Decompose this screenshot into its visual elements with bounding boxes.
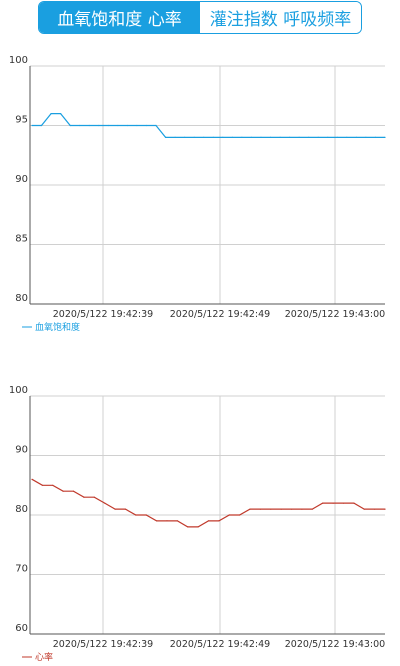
data-point — [353, 502, 355, 504]
x-tick-label: 2020/5/122 19:42:39 — [53, 639, 153, 650]
data-point — [40, 124, 43, 127]
data-point — [165, 136, 167, 138]
y-tick-label: 100 — [9, 55, 28, 66]
data-point — [342, 502, 345, 504]
data-point — [374, 508, 376, 510]
data-point — [222, 136, 224, 138]
data-point — [317, 136, 319, 138]
data-point — [365, 136, 367, 138]
data-point — [269, 136, 272, 138]
data-point — [52, 484, 54, 486]
y-tick-label: 80 — [15, 293, 28, 304]
tab-perfusion-respiration[interactable]: 灌注指数 呼吸频率 — [200, 2, 361, 33]
data-point — [31, 478, 33, 480]
series-line — [32, 113, 385, 138]
data-point — [31, 124, 33, 127]
data-point — [239, 514, 241, 516]
data-point — [187, 526, 189, 528]
legend-label: 心率 — [35, 651, 53, 663]
heart-rate-chart: 100 90 80 70 60 2020/5/122 19:42:39 2020/5/122… — [9, 385, 386, 663]
data-point — [60, 113, 62, 115]
data-point — [203, 136, 205, 138]
data-point — [184, 136, 186, 138]
data-point — [107, 124, 109, 127]
data-point — [124, 508, 126, 510]
data-point — [126, 124, 128, 127]
y-tick-label: 100 — [9, 385, 28, 396]
data-point — [88, 124, 90, 127]
top-bar: 血氧饱和度 心率 灌注指数 呼吸频率 — [0, 0, 400, 46]
data-point — [135, 514, 137, 516]
data-point — [145, 124, 148, 127]
data-point — [176, 520, 178, 522]
data-point — [117, 124, 119, 127]
data-point — [289, 136, 291, 138]
data-point — [346, 136, 348, 138]
data-point — [166, 520, 168, 522]
data-point — [280, 508, 282, 510]
data-point — [79, 124, 81, 127]
data-point — [98, 124, 100, 127]
data-point — [197, 526, 199, 528]
data-point — [298, 136, 300, 138]
chart-type-segmented-control: 血氧饱和度 心率 灌注指数 呼吸频率 — [38, 1, 362, 34]
data-point — [363, 508, 365, 510]
data-point — [270, 508, 272, 510]
data-point — [104, 502, 106, 504]
y-tick-label: 85 — [15, 234, 28, 245]
spo2-chart: 100 95 90 85 80 2020/5/122 19:42:39 2020/5/122… — [9, 55, 386, 333]
data-point — [193, 136, 195, 138]
data-point — [241, 136, 243, 138]
x-tick-label: 2020/5/122 19:42:49 — [170, 639, 270, 650]
data-point — [156, 520, 158, 522]
y-tick-label: 80 — [15, 504, 28, 515]
data-point — [279, 136, 281, 138]
data-point — [250, 136, 252, 138]
data-point — [83, 496, 85, 498]
data-point — [384, 136, 386, 138]
data-point — [41, 484, 44, 486]
data-point — [174, 136, 176, 138]
data-point — [93, 496, 95, 498]
data-point — [384, 508, 386, 510]
data-point — [301, 508, 303, 510]
data-point — [114, 508, 116, 510]
y-tick-label: 90 — [15, 174, 28, 185]
data-point — [62, 490, 64, 492]
data-point — [212, 136, 214, 138]
data-point — [291, 508, 293, 510]
data-point — [374, 136, 377, 138]
data-point — [231, 136, 233, 138]
data-point — [155, 124, 157, 127]
data-point — [355, 136, 357, 138]
y-tick-label: 90 — [15, 445, 28, 456]
data-point — [336, 136, 338, 138]
data-point — [332, 502, 334, 504]
legend-label: 血氧饱和度 — [35, 321, 80, 333]
data-point — [72, 490, 75, 492]
tab-spo2-heart-rate[interactable]: 血氧饱和度 心率 — [39, 2, 200, 33]
x-tick-label: 2020/5/122 19:42:49 — [170, 309, 270, 320]
y-tick-label: 95 — [15, 115, 28, 126]
data-point — [145, 514, 147, 516]
y-tick-label: 70 — [15, 564, 28, 575]
data-point — [322, 502, 324, 504]
data-point — [259, 508, 261, 510]
data-point — [136, 124, 138, 127]
data-point — [311, 508, 313, 510]
y-tick-label: 60 — [15, 623, 28, 634]
x-tick-label: 2020/5/122 19:43:00 — [285, 309, 385, 320]
data-point — [69, 124, 71, 127]
series-line — [31, 478, 385, 528]
data-point — [50, 113, 52, 115]
data-point — [228, 514, 230, 516]
data-point — [218, 520, 220, 522]
data-point — [327, 136, 329, 138]
data-point — [249, 508, 251, 510]
x-tick-label: 2020/5/122 19:43:00 — [285, 639, 385, 650]
x-tick-label: 2020/5/122 19:42:39 — [53, 309, 153, 320]
data-point — [308, 136, 310, 138]
data-point — [207, 520, 210, 522]
data-point — [260, 136, 262, 138]
